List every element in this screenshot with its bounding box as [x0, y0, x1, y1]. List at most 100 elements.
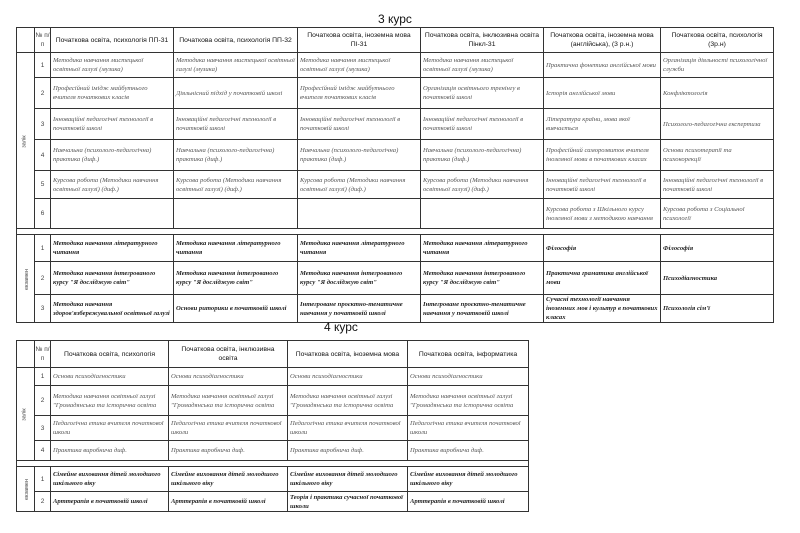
subject-cell: Методика навчання літературного читання	[173, 234, 298, 262]
subject-cell: Навчальна (психолого-педагогічна) практи…	[173, 139, 298, 171]
zalik-row: 5 Курсова робота (Методики навчання освіт…	[17, 170, 774, 199]
subject-cell: Практична граматика англійської мови	[543, 261, 661, 295]
exam-label: екзамен	[24, 479, 30, 500]
row-number: 6	[34, 198, 51, 229]
subject-cell: Основи психотерапії та психокорекції	[660, 139, 774, 171]
form-header: форма контролю	[16, 340, 35, 368]
row-number: 5	[34, 170, 51, 199]
row-number: 2	[34, 261, 51, 295]
subject-cell: Інноваційні педагогічні технології в поч…	[173, 108, 298, 140]
subject-cell: Основи психодіагностики	[287, 367, 408, 386]
column-header: Початкова освіта, психологія ПП-32	[173, 27, 298, 53]
subject-cell: Курсова робота з Соціальної психології	[660, 198, 774, 229]
subject-cell: Професійний імідж майбутнього вчителя по…	[297, 77, 421, 109]
subject-cell: Навчальна (психолого-педагогічна) практи…	[420, 139, 544, 171]
subject-cell: Філософія	[660, 234, 774, 262]
zalik-row: 6 Курсова робота з Шкільного курсу інозем…	[17, 198, 774, 229]
subject-cell: Практика виробнича диф.	[50, 440, 169, 461]
subject-cell: Професійний саморозвиток вчителя іноземн…	[543, 139, 661, 171]
subject-cell: Сімейне виховання дітей молодшого шкільн…	[50, 466, 169, 492]
row-number: 1	[34, 367, 51, 386]
subject-cell: Сімейне виховання дітей молодшого шкільн…	[407, 466, 529, 492]
subject-cell: Педагогічна етика вчителя початкової шко…	[287, 415, 408, 441]
subject-cell: Теорія і практика сучасної початкової шк…	[287, 491, 408, 512]
column-header: Початкова освіта, психологія (3р.н)	[660, 27, 774, 53]
subject-cell: Практика виробнича диф.	[287, 440, 408, 461]
row-number: 1	[34, 234, 51, 262]
subject-cell: Методика навчання мистецької освітньої г…	[297, 52, 421, 78]
subject-cell: Арттерапія в початковій школі	[50, 491, 169, 512]
subject-cell: Література країни, мова якої вивчається	[543, 108, 661, 140]
zalik-form-cell: залік	[16, 52, 35, 229]
subject-cell: Практика виробнича диф.	[168, 440, 288, 461]
row-number: 3	[34, 294, 51, 323]
subject-cell: Інноваційні педагогічні технології в поч…	[660, 170, 774, 199]
zalik-form-cell: залік	[16, 367, 35, 461]
column-header: Початкова освіта, іноземна мова (англійс…	[543, 27, 661, 53]
subject-cell: Курсова робота (Методики навчання освітн…	[297, 170, 421, 199]
subject-cell: Інноваційні педагогічні технології в поч…	[50, 108, 174, 140]
exam-row: екзамен 1 Сімейне виховання дітей молодшог…	[16, 466, 529, 512]
subject-cell: Методика навчання освітньої галузі "Гром…	[50, 385, 169, 416]
subject-cell: Психодіагностика	[660, 261, 774, 295]
subject-cell: Курсова робота з Шкільного курсу іноземн…	[543, 198, 661, 229]
subject-cell: Діяльнісний підхід у початковій школі	[173, 77, 298, 109]
zalik-row: залік 1 Основи психодіагностики Основи псих…	[16, 367, 529, 461]
zalik-label: залік	[21, 134, 28, 148]
subject-cell: Методика навчання інтегрованого курсу "Я…	[173, 261, 298, 295]
course-4-title: 4 курс	[324, 320, 358, 334]
zalik-row: 3 Педагогічна етика вчителя початкової шк…	[17, 415, 529, 441]
row-number: 3	[34, 108, 51, 140]
subject-cell: Методика навчання освітньої галузі "Гром…	[287, 385, 408, 416]
subject-cell: Методика навчання інтегрованого курсу "Я…	[297, 261, 421, 295]
row-number: 2	[34, 491, 51, 512]
subject-cell: Інноваційні педагогічні технології в поч…	[420, 108, 544, 140]
subject-cell: Методика навчання літературного читання	[50, 234, 174, 262]
subject-cell: Методика навчання здоров'язбережувальної…	[50, 294, 174, 323]
column-header: Початкова освіта, психологія ПП-31	[50, 27, 174, 53]
exam-form-cell: екзамен	[16, 466, 35, 512]
subject-cell: Сімейне виховання дітей молодшого шкільн…	[287, 466, 408, 492]
zalik-row: 4 Навчальна (психолого-педагогічна) практ…	[17, 139, 774, 171]
row-number: 2	[34, 385, 51, 416]
row-number: 4	[34, 139, 51, 171]
subject-cell: Практична фонетика англійської мови	[543, 52, 661, 78]
subject-cell: Методика навчання інтегрованого курсу "Я…	[50, 261, 174, 295]
exam-label: екзамен	[24, 268, 30, 290]
subject-cell: Навчальна (психолого-педагогічна) практи…	[50, 139, 174, 171]
subject-cell: Основи психодіагностики	[50, 367, 169, 386]
subject-cell: Курсова робота (Методики навчання освітн…	[420, 170, 544, 199]
subject-cell: Курсова робота (Методики навчання освітн…	[50, 170, 174, 199]
column-header: Початкова освіта, інклюзивна освіта	[168, 340, 288, 368]
exam-row: екзамен 1 Методика навчання літературного …	[16, 234, 774, 323]
subject-cell: Педагогічна етика вчителя початкової шко…	[407, 415, 529, 441]
subject-cell: Методика навчання літературного читання	[420, 234, 544, 262]
exam-row: 2 Арттерапія в початковій школі Арттерапія…	[17, 491, 529, 512]
subject-cell: Методика навчання мистецької освітньої г…	[50, 52, 174, 78]
subject-cell: Організація освітнього тренінгу в початк…	[420, 77, 544, 109]
subject-cell: Конфліктологія	[660, 77, 774, 109]
zalik-row: 2 Професійний імідж майбутнього вчителя п…	[17, 77, 774, 109]
zalik-label: залік	[21, 408, 28, 421]
subject-cell: Методика навчання освітньої галузі "Гром…	[407, 385, 529, 416]
column-header: Початкова освіта, іноземна мова ПІ-31	[297, 27, 421, 53]
subject-cell: Педагогічна етика вчителя початкової шко…	[168, 415, 288, 441]
row-number: 1	[34, 52, 51, 78]
column-header: Початкова освіта, інклюзивна освіта Пінк…	[420, 27, 544, 53]
num-header: № п/п	[34, 340, 51, 368]
subject-cell: Арттерапія в початковій школі	[168, 491, 288, 512]
subject-cell: Психологія сім'ї	[660, 294, 774, 323]
subject-cell: Методика навчання освітньої галузі "Гром…	[168, 385, 288, 416]
subject-cell	[173, 198, 298, 229]
form-header: форма контролю	[16, 27, 35, 53]
subject-cell: Інтегроване проєктно-тематичне навчання …	[420, 294, 544, 323]
subject-cell: Інноваційні педагогічні технології в поч…	[543, 170, 661, 199]
subject-cell: Психолого-педагогічна експертиза	[660, 108, 774, 140]
subject-cell	[420, 198, 544, 229]
course-3-title: 3 курс	[378, 12, 412, 26]
subject-cell: Сучасні технології навчання іноземних мо…	[543, 294, 661, 323]
zalik-row: залік 1 Методика навчання мистецької освіт…	[16, 52, 774, 229]
